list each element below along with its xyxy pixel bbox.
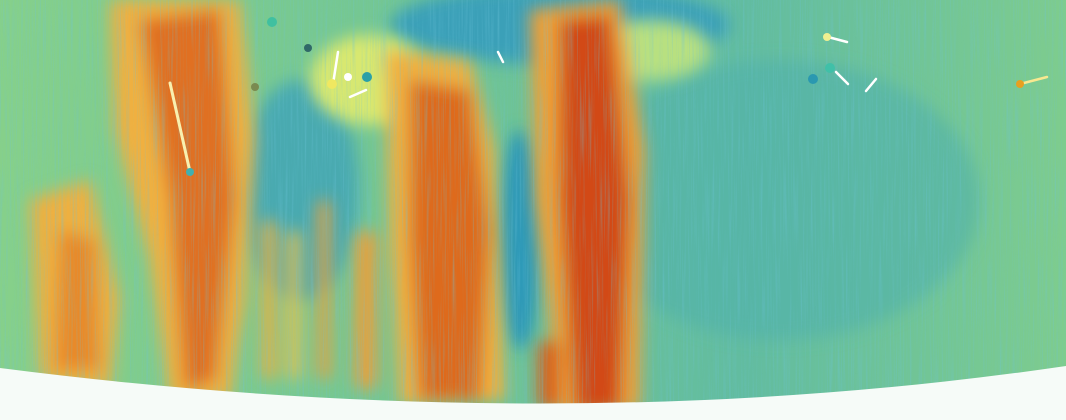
- marker: [186, 168, 194, 176]
- marker: [267, 17, 277, 27]
- range-edge: [0, 366, 1066, 420]
- vector: [834, 70, 850, 86]
- marker: [362, 72, 372, 82]
- vector: [348, 88, 368, 99]
- marker: [825, 63, 835, 73]
- vector: [1018, 75, 1049, 86]
- vector: [864, 77, 878, 93]
- markers: [168, 17, 1049, 176]
- marker: [251, 83, 259, 91]
- vector: [331, 50, 340, 86]
- vector: [168, 81, 192, 174]
- vector: [826, 35, 849, 44]
- marker: [823, 33, 831, 41]
- marker: [808, 74, 818, 84]
- marker: [344, 73, 352, 81]
- marker: [327, 79, 337, 89]
- marker: [304, 44, 312, 52]
- vector: [496, 50, 505, 64]
- marker: [1016, 80, 1024, 88]
